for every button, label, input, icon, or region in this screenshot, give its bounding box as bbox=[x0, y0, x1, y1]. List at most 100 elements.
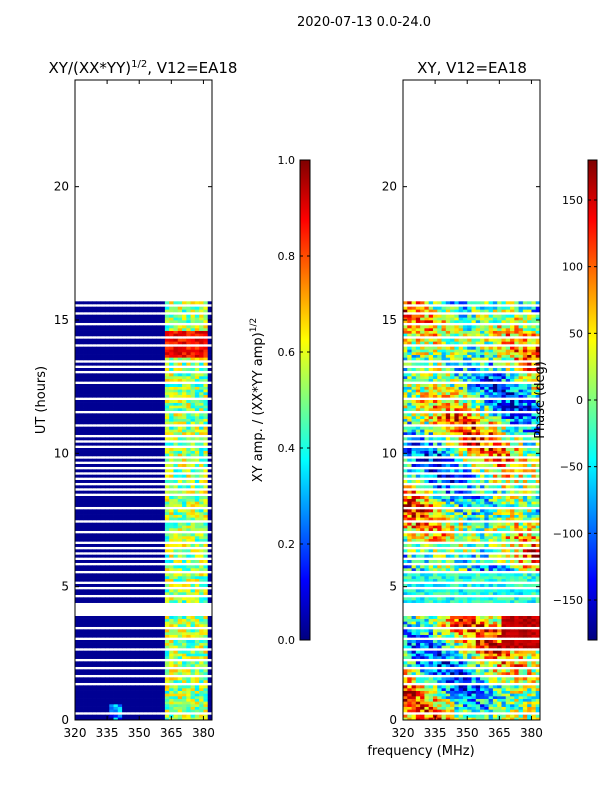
heatmap-cell bbox=[186, 554, 191, 558]
heatmap-cell bbox=[535, 672, 540, 675]
heatmap-cell bbox=[407, 696, 412, 699]
heatmap-cell bbox=[87, 400, 93, 403]
heatmap-cell bbox=[203, 653, 209, 657]
heatmap-cell bbox=[164, 661, 170, 665]
heatmap-cell bbox=[96, 560, 102, 563]
heatmap-cell bbox=[87, 642, 93, 646]
heatmap-cell bbox=[203, 458, 209, 462]
heatmap-cell bbox=[96, 480, 102, 483]
heatmap-cell bbox=[92, 538, 97, 542]
heatmap-cell bbox=[403, 706, 408, 710]
heatmap-cell bbox=[403, 600, 408, 603]
heatmap-cell bbox=[169, 618, 174, 622]
heatmap-cell bbox=[186, 357, 191, 361]
heatmap-cell bbox=[139, 669, 144, 673]
heatmap-cell bbox=[156, 706, 162, 710]
heatmap-cell bbox=[100, 600, 106, 603]
heatmap-cell bbox=[531, 568, 537, 571]
heatmap-cell bbox=[173, 450, 179, 454]
heatmap-cell bbox=[199, 474, 204, 478]
heatmap-cell bbox=[152, 314, 157, 318]
heatmap-cell bbox=[143, 538, 149, 542]
heatmap-cell bbox=[437, 669, 442, 673]
heatmap-cell bbox=[126, 453, 132, 457]
heatmap-cell bbox=[100, 573, 106, 577]
heatmap-cell bbox=[139, 352, 144, 355]
heatmap-cell bbox=[531, 696, 537, 699]
heatmap-cell bbox=[173, 584, 179, 587]
heatmap-cell bbox=[514, 600, 519, 603]
heatmap-cell bbox=[83, 714, 89, 718]
heatmap-cell bbox=[177, 688, 183, 691]
heatmap-cell bbox=[96, 618, 102, 622]
heatmap-cell bbox=[160, 357, 166, 361]
heatmap-cell bbox=[194, 349, 200, 353]
heatmap-cell bbox=[203, 669, 209, 673]
heatmap-cell bbox=[497, 661, 502, 665]
heatmap-cell bbox=[420, 717, 425, 720]
heatmap-cell bbox=[458, 714, 464, 718]
heatmap-cell bbox=[113, 421, 119, 425]
heatmap-cell bbox=[505, 672, 511, 675]
heatmap-cell bbox=[173, 669, 179, 673]
heatmap-cell bbox=[182, 418, 187, 422]
heatmap-cell bbox=[415, 600, 421, 603]
heatmap-cell bbox=[83, 496, 89, 499]
heatmap-cell bbox=[186, 714, 191, 718]
heatmap-cell bbox=[152, 672, 157, 675]
heatmap-cell bbox=[207, 354, 212, 358]
heatmap-cell bbox=[173, 597, 179, 601]
heatmap-cell bbox=[527, 669, 532, 673]
heatmap-cell bbox=[203, 389, 209, 393]
heatmap-cell bbox=[535, 624, 540, 627]
heatmap-cell bbox=[75, 362, 80, 366]
heatmap-cell bbox=[514, 690, 519, 694]
heatmap-cell bbox=[134, 672, 140, 675]
heatmap-cell bbox=[437, 693, 442, 697]
heatmap-cell bbox=[147, 389, 153, 393]
heatmap-cell bbox=[407, 685, 412, 689]
heatmap-cell bbox=[169, 592, 174, 595]
heatmap-cell bbox=[109, 437, 114, 441]
heatmap-cell bbox=[190, 386, 196, 390]
heatmap-cell bbox=[143, 512, 149, 515]
heatmap-cell bbox=[130, 714, 136, 718]
heatmap-cell bbox=[139, 453, 144, 457]
heatmap-cell bbox=[130, 632, 136, 635]
heatmap-cell bbox=[152, 528, 157, 531]
heatmap-cell bbox=[186, 504, 191, 507]
heatmap-cell bbox=[160, 386, 166, 390]
heatmap-cell bbox=[113, 704, 119, 707]
heatmap-cell bbox=[79, 357, 84, 361]
heatmap-cell bbox=[156, 389, 162, 393]
heatmap-cell bbox=[160, 597, 166, 601]
amplitude-colorbar-gradient bbox=[299, 159, 311, 641]
heatmap-cell bbox=[143, 634, 149, 638]
heatmap-cell bbox=[450, 696, 455, 699]
heatmap-cell bbox=[182, 632, 187, 635]
heatmap-cell bbox=[152, 533, 157, 537]
heatmap-cell bbox=[432, 616, 438, 619]
heatmap-cell bbox=[169, 501, 174, 505]
heatmap-cell bbox=[152, 576, 157, 579]
heatmap-cell bbox=[134, 640, 140, 643]
heatmap-cell bbox=[535, 664, 540, 667]
heatmap-cell bbox=[122, 392, 127, 395]
heatmap-cell bbox=[109, 352, 114, 355]
heatmap-cell bbox=[104, 653, 110, 657]
heatmap-cell bbox=[531, 632, 537, 635]
heatmap-cell bbox=[109, 685, 114, 689]
heatmap-cell bbox=[152, 330, 157, 334]
heatmap-cell bbox=[488, 653, 494, 657]
heatmap-cell bbox=[527, 645, 532, 649]
heatmap-cell bbox=[186, 616, 191, 619]
heatmap-cell bbox=[186, 629, 191, 633]
heatmap-cell bbox=[484, 642, 490, 646]
heatmap-cell bbox=[143, 426, 149, 430]
heatmap-cell bbox=[497, 645, 502, 649]
heatmap-cell bbox=[407, 578, 412, 582]
heatmap-cell bbox=[415, 621, 421, 625]
heatmap-cell bbox=[92, 333, 97, 337]
heatmap-cell bbox=[177, 592, 183, 595]
heatmap-cell bbox=[117, 421, 123, 425]
